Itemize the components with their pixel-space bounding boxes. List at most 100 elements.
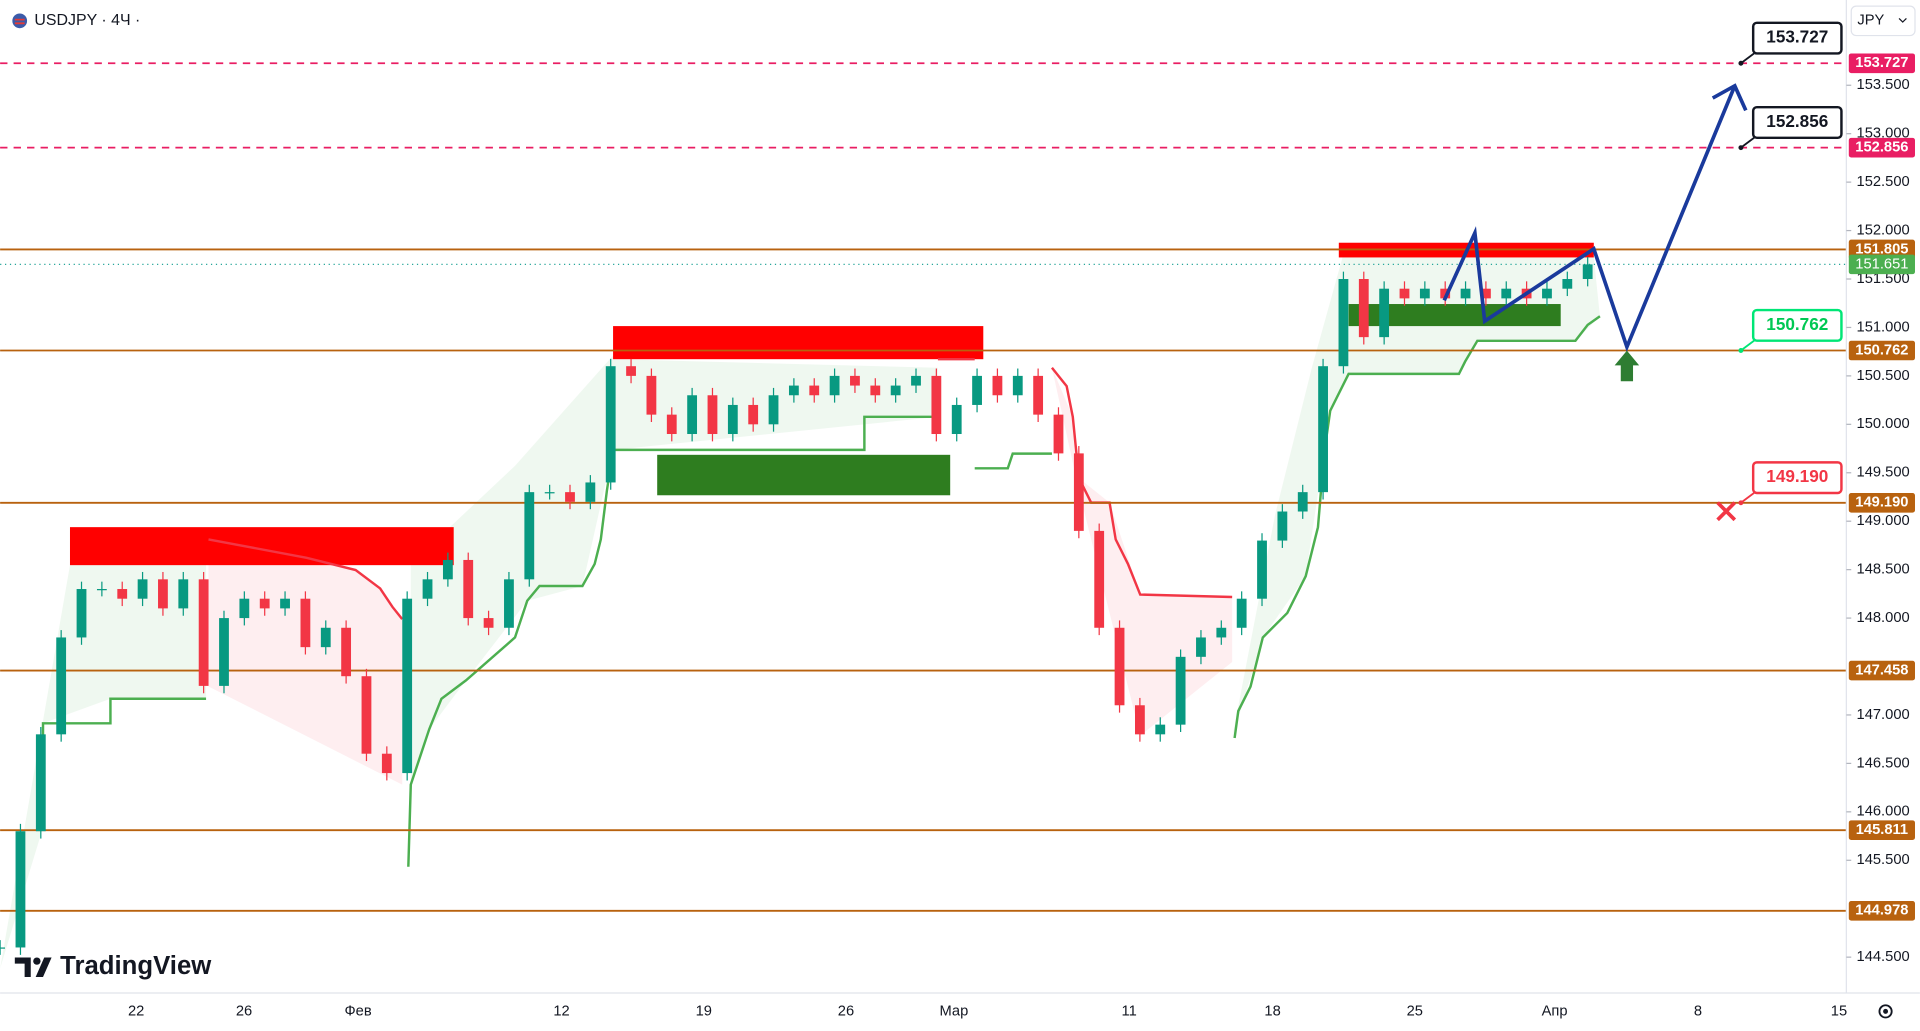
y-tick-label: 149.500 [1857,465,1910,481]
x-tick-label: 26 [236,1003,252,1019]
candle [178,579,189,609]
candle [544,492,555,494]
trail-fill [410,355,614,785]
candle [1358,279,1369,338]
callout-label: 150.762 [1766,314,1828,334]
candle [1318,366,1328,493]
candle [1582,264,1593,280]
candle [666,414,677,435]
candle [219,618,229,686]
candle [1277,511,1288,541]
dropdown-icon [1898,17,1907,23]
y-tick-label: 148.500 [1857,562,1910,578]
x-tick-label: 26 [838,1003,854,1019]
level-label: 149.190 [1855,495,1908,511]
candle [402,598,413,774]
settings-icon [1878,1004,1893,1019]
callout-anchor [1738,500,1744,506]
candle [76,589,87,638]
callout-pointer [1740,491,1757,504]
y-tick-label: 153.000 [1857,126,1910,142]
candle [158,579,168,609]
candle [117,589,128,599]
flag-icon [14,18,25,25]
y-tick-label: 145.500 [1857,852,1910,868]
settings-icon [1883,1008,1889,1014]
candle [280,598,290,609]
candle [35,734,46,832]
projection-path [1442,85,1737,353]
x-tick-label: 19 [696,1003,712,1019]
candle [56,637,67,735]
candle [1094,530,1105,628]
y-tick-label: 151.000 [1857,319,1910,335]
x-tick-label: Фев [344,1003,371,1019]
y-tick-label: 151.500 [1857,271,1910,287]
candle [1175,656,1186,725]
level-label-bg [1848,53,1915,74]
trail-fill [1051,367,1233,736]
price-axis: JPY 144.500 145.500 146.000 146.500 147.000 1… [0,0,1920,994]
x-tick-label: 11 [1122,1003,1137,1019]
level-label: 145.811 [1856,822,1908,838]
level-label-bg [1848,901,1915,921]
y-tick-label: 152.000 [1857,222,1910,238]
level-label: 147.458 [1855,662,1908,678]
currency-button[interactable] [1850,5,1916,37]
callout-box [1751,21,1843,55]
candle [1542,288,1552,299]
callout-label: 152.856 [1766,111,1828,131]
trailing-stop [208,538,404,620]
candle [1155,724,1166,735]
demand-zone [1348,304,1561,327]
candle [748,404,759,425]
trail-fill [0,539,207,969]
callout-pointer [1740,135,1757,149]
candle [626,366,636,376]
level-label-bg [1848,137,1915,158]
candle [1236,598,1247,628]
trail-fill [208,539,403,785]
candle [1053,414,1064,454]
candle [341,627,352,677]
x-tick-label: 25 [1407,1003,1423,1019]
projection-arrow [1711,83,1748,112]
trailing-stop [407,415,938,867]
candle [1399,288,1410,299]
stop-mark [1716,501,1737,522]
candle [727,404,738,435]
candle [239,598,250,619]
y-tick-label: 146.500 [1857,755,1910,771]
settings-button[interactable] [1878,1004,1893,1019]
candle [870,385,881,396]
callout-label: 149.190 [1766,466,1828,486]
candle [1033,375,1044,415]
level-label: 153.727 [1855,55,1908,71]
y-tick-label: 150.000 [1857,416,1910,432]
candle [198,579,209,686]
level-label: 152.856 [1855,140,1908,156]
trailing-stop [974,452,1052,470]
logo-icon [33,957,41,965]
candle [504,579,514,628]
candles [0,257,1593,955]
candle [1114,627,1125,706]
logo-text: TradingView [60,952,212,980]
candle [890,385,901,396]
supply-zone [613,326,984,360]
candle [1481,288,1491,299]
last-price: 151.651 [1855,256,1908,272]
candle [259,598,270,609]
candle [707,395,718,435]
x-tick-label: 15 [1831,1003,1847,1019]
candle [300,598,311,648]
candle [381,753,392,774]
candle [1257,540,1267,599]
candle [1073,453,1084,531]
candle [687,395,698,435]
y-tick-label: 148.000 [1857,610,1910,626]
buy-arrow [1614,350,1640,382]
candle [1297,492,1308,512]
